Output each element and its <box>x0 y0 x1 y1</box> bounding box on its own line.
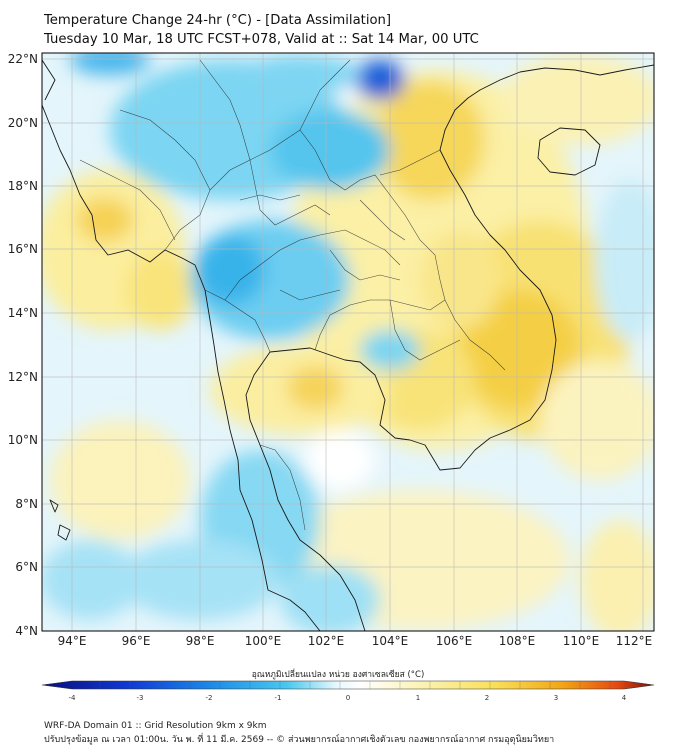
lon-label: 98°E <box>186 634 215 648</box>
footer-line-1: WRF-DA Domain 01 :: Grid Resolution 9km … <box>44 721 267 731</box>
lon-label: 106°E <box>436 634 473 648</box>
longitude-labels: 94°E 96°E 98°E 100°E 102°E 104°E 106°E 1… <box>58 634 653 648</box>
lat-label: 12°N <box>8 370 38 384</box>
colorbar-tick: 0 <box>346 694 350 702</box>
colorbar-tick: 2 <box>485 694 489 702</box>
colorbar-tick: 3 <box>554 694 558 702</box>
footer-line-2: ปรับปรุงข้อมูล ณ เวลา 01:00น. วัน พ. ที่… <box>44 735 555 745</box>
footer: WRF-DA Domain 01 :: Grid Resolution 9km … <box>44 719 554 747</box>
colorbar-tick: -1 <box>275 694 282 702</box>
lat-label: 20°N <box>8 116 38 130</box>
colorbar: -4 -3 -2 -1 0 1 2 3 4 <box>41 680 655 702</box>
latitude-labels: 22°N 20°N 18°N 16°N 14°N 12°N 10°N 8°N 6… <box>8 52 38 638</box>
colorbar-tick: -4 <box>69 694 77 702</box>
lon-label: 102°E <box>308 634 345 648</box>
coastlines <box>42 59 654 631</box>
country-borders <box>79 59 506 531</box>
lat-label: 14°N <box>8 306 38 320</box>
colorbar-tick: -2 <box>206 694 213 702</box>
title-line-1: Temperature Change 24-hr (°C) - [Data As… <box>44 13 392 28</box>
lat-label: 22°N <box>8 52 38 66</box>
map-title: Temperature Change 24-hr (°C) - [Data As… <box>44 11 479 49</box>
colorbar-tick: -3 <box>137 694 144 702</box>
title-line-2: Tuesday 10 Mar, 18 UTC FCST+078, Valid a… <box>44 32 479 47</box>
lon-label: 100°E <box>245 634 282 648</box>
lat-label: 18°N <box>8 179 38 193</box>
lon-label: 112°E <box>616 634 653 648</box>
lat-label: 8°N <box>15 497 38 511</box>
lat-label: 10°N <box>8 433 38 447</box>
lon-label: 104°E <box>372 634 409 648</box>
colorbar-tick: 1 <box>416 694 420 702</box>
lat-label: 4°N <box>15 624 38 638</box>
lon-label: 94°E <box>58 634 87 648</box>
colorbar-title: อุณหภูมิเปลี่ยนแปลง หน่วย องศาเซลเซียส (… <box>251 670 425 680</box>
lon-label: 96°E <box>122 634 151 648</box>
plot-frame <box>41 52 655 632</box>
colorbar-tick: 4 <box>622 694 627 702</box>
lat-label: 16°N <box>8 242 38 256</box>
lon-label: 108°E <box>499 634 536 648</box>
temperature-field <box>42 53 654 631</box>
lon-label: 110°E <box>563 634 600 648</box>
graticule <box>42 53 654 631</box>
lat-label: 6°N <box>15 560 38 574</box>
